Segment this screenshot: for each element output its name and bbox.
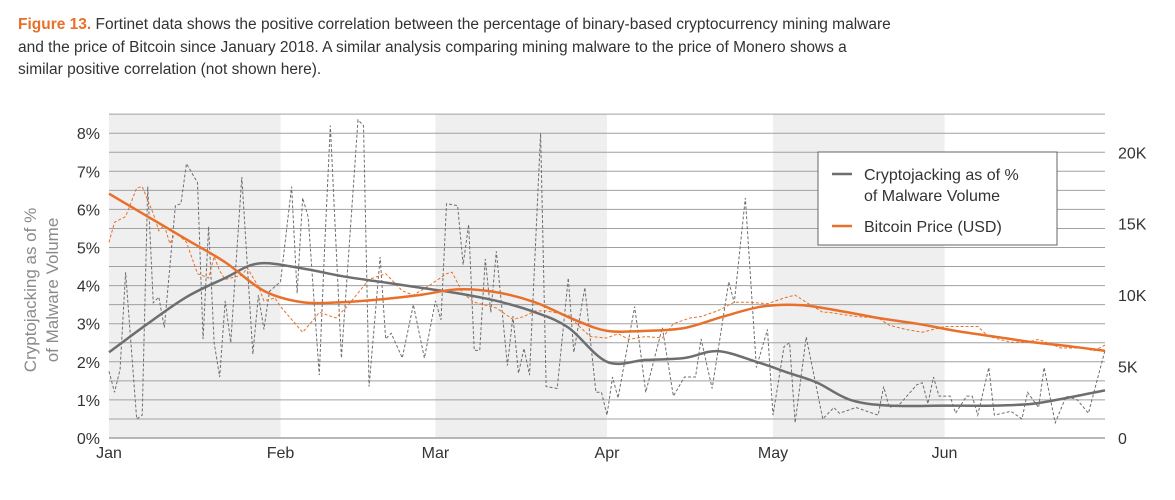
y2-tick-label: 10K <box>1118 288 1147 305</box>
legend-label-cryptojacking-1: Cryptojacking as of % <box>864 167 1019 184</box>
y-axis-label-line-1: Cryptojacking as of % <box>21 208 40 372</box>
y2-tick-label: 0 <box>1118 431 1127 448</box>
x-tick-label: Feb <box>267 445 295 462</box>
y-tick-label: 6% <box>77 202 100 219</box>
caption-line-2: and the price of Bitcoin since January 2… <box>18 38 847 56</box>
y-tick-label: 4% <box>77 279 100 296</box>
figure-caption: Figure 13. Fortinet data shows the posit… <box>18 14 891 82</box>
series-line-bitcoin <box>108 192 1106 353</box>
legend-box <box>817 151 1058 246</box>
caption-line-3: similar positive correlation (not shown … <box>18 61 322 78</box>
y-tick-label: 5% <box>77 241 100 258</box>
y2-tick-label: 5K <box>1118 360 1138 377</box>
series-layer <box>108 118 1106 425</box>
shaded-month-band <box>435 114 607 439</box>
x-tick-label: Mar <box>422 445 450 462</box>
caption-text: Fortinet data shows the positive correla… <box>91 16 891 33</box>
figure-label: Figure 13. <box>18 16 92 33</box>
y-axis-label-line-2: of Malware Volume <box>43 218 62 363</box>
x-tick-label: Jan <box>96 445 122 462</box>
y-tick-label: 2% <box>77 355 100 372</box>
y-tick-label: 3% <box>77 317 100 334</box>
legend: Cryptojacking as of % of Malware Volume … <box>817 151 1058 246</box>
caption-line-1: Figure 13. Fortinet data shows the posit… <box>18 14 891 37</box>
axes: Cryptojacking as of % of Malware Volume … <box>21 126 1147 462</box>
x-tick-label: Apr <box>595 445 621 462</box>
y-tick-label: 8% <box>77 126 100 143</box>
series-line-cryptojacking <box>108 261 1106 408</box>
legend-label-bitcoin: Bitcoin Price (USD) <box>864 219 1002 236</box>
x-tick-label: May <box>758 445 788 462</box>
y-tick-label: 0% <box>77 431 100 448</box>
y-tick-label: 7% <box>77 164 100 181</box>
y-tick-label: 1% <box>77 393 100 410</box>
x-tick-label: Jun <box>932 445 958 462</box>
y2-tick-label: 20K <box>1118 145 1147 162</box>
y2-tick-label: 15K <box>1118 217 1147 234</box>
series-line-cryptojacking_raw <box>108 118 1106 425</box>
legend-label-cryptojacking-2: of Malware Volume <box>864 188 1000 205</box>
series-line-bitcoin_raw <box>108 185 1106 352</box>
